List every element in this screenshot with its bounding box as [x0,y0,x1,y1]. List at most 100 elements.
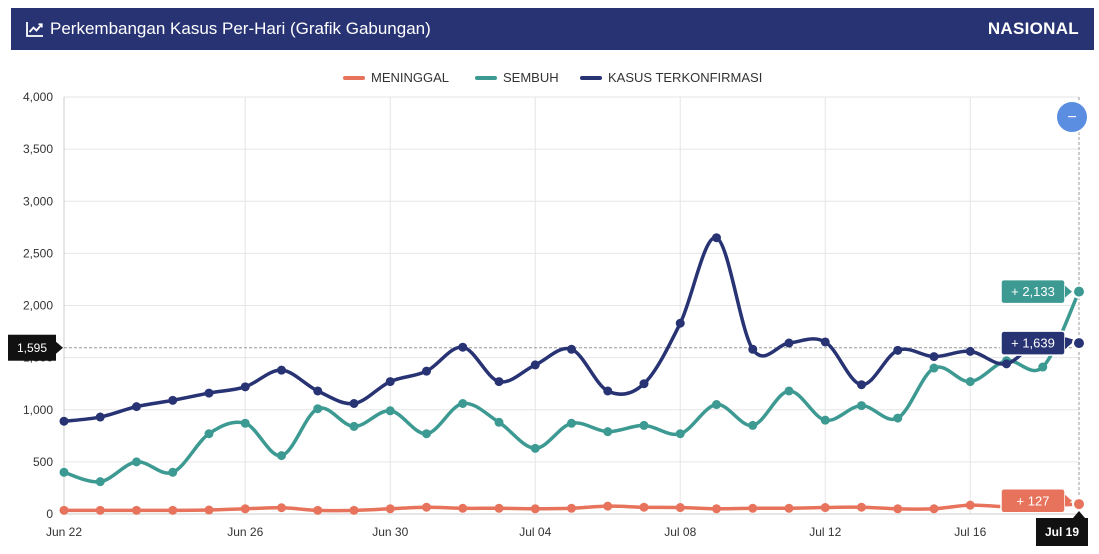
data-point-sembuh[interactable] [422,429,431,439]
data-point-meninggal[interactable] [422,502,431,512]
data-point-sembuh[interactable] [893,413,903,423]
data-point-meninggal[interactable] [204,505,214,515]
y-tick-label: 3,000 [23,194,53,208]
data-point-kasus-terkonfirmasi[interactable] [313,386,323,396]
data-point-kasus-terkonfirmasi[interactable] [168,395,178,405]
data-point-kasus-terkonfirmasi[interactable] [893,345,903,355]
data-point-kasus-terkonfirmasi[interactable] [820,337,830,347]
data-point-sembuh[interactable] [240,418,250,428]
data-point-kasus-terkonfirmasi[interactable] [132,402,141,412]
data-point-sembuh[interactable] [712,400,721,410]
data-point-sembuh[interactable] [603,427,613,437]
data-point-kasus-terkonfirmasi[interactable] [494,377,504,387]
data-point-sembuh[interactable] [567,418,576,428]
y-tick-label: 2,000 [23,299,53,313]
data-point-kasus-terkonfirmasi[interactable] [204,388,214,398]
data-point-sembuh[interactable] [277,451,286,461]
data-point-meninggal[interactable] [965,500,975,510]
data-point-kasus-terkonfirmasi[interactable] [458,342,468,352]
data-point-kasus-terkonfirmasi[interactable] [929,352,939,362]
zoom-out-icon: − [1067,109,1076,126]
data-point-meninggal[interactable] [639,502,649,512]
data-point-meninggal[interactable] [95,505,105,515]
data-point-kasus-terkonfirmasi[interactable] [965,346,975,356]
data-point-meninggal[interactable] [494,503,504,513]
data-point-kasus-terkonfirmasi[interactable] [240,382,250,392]
data-point-meninggal[interactable] [385,504,395,514]
data-point-sembuh[interactable] [95,477,105,487]
data-point-sembuh[interactable] [132,457,141,467]
data-point-meninggal[interactable] [277,503,286,513]
data-point-meninggal[interactable] [168,505,178,515]
data-point-meninggal[interactable] [59,505,69,515]
data-point-sembuh[interactable] [313,404,323,414]
data-point-meninggal[interactable] [240,504,250,514]
x-tick-label: Jul 04 [519,525,551,539]
x-tick-label: Jun 22 [46,525,82,539]
data-point-meninggal[interactable] [603,501,613,511]
data-point-kasus-terkonfirmasi[interactable] [748,344,758,354]
data-point-meninggal[interactable] [748,503,758,513]
data-point-meninggal[interactable] [567,503,576,513]
x-tick-label: Jul 16 [954,525,986,539]
data-point-kasus-terkonfirmasi[interactable] [567,344,576,354]
data-point-sembuh[interactable] [494,417,504,427]
data-point-sembuh[interactable] [1038,362,1048,372]
data-point-meninggal[interactable] [1072,497,1086,512]
data-point-sembuh[interactable] [748,420,758,430]
data-point-meninggal[interactable] [820,503,830,513]
data-point-sembuh[interactable] [929,363,939,373]
data-point-kasus-terkonfirmasi[interactable] [1002,359,1011,369]
data-point-kasus-terkonfirmasi[interactable] [349,398,359,408]
data-point-kasus-terkonfirmasi[interactable] [1072,336,1086,351]
tooltip-pointer-kasus-terkonfirmasi [1065,337,1072,350]
data-point-kasus-terkonfirmasi[interactable] [603,386,613,396]
data-point-sembuh[interactable] [59,467,69,477]
data-point-sembuh[interactable] [385,406,395,416]
x-tick-label: Jun 30 [372,525,408,539]
zoom-out-button[interactable] [1055,100,1089,134]
data-point-sembuh[interactable] [820,415,830,425]
data-point-sembuh[interactable] [784,386,794,396]
data-point-kasus-terkonfirmasi[interactable] [422,366,431,376]
data-point-sembuh[interactable] [639,420,649,430]
data-point-meninggal[interactable] [929,504,939,514]
series-line-kasus-terkonfirmasi[interactable] [63,235,1080,423]
data-point-sembuh[interactable] [349,421,359,431]
data-point-meninggal[interactable] [857,502,866,512]
crosshair-date-label: Jul 19 [1045,525,1079,539]
data-point-kasus-terkonfirmasi[interactable] [277,365,286,375]
data-point-meninggal[interactable] [784,503,794,513]
legend-label-sembuh: SEMBUH [503,70,559,85]
data-point-meninggal[interactable] [349,505,359,515]
data-point-kasus-terkonfirmasi[interactable] [675,318,685,328]
data-point-kasus-terkonfirmasi[interactable] [59,416,69,426]
data-point-meninggal[interactable] [530,504,540,514]
data-point-sembuh[interactable] [530,443,540,453]
crosshair-date-box [1036,518,1088,546]
data-point-kasus-terkonfirmasi[interactable] [857,380,866,390]
data-point-sembuh[interactable] [857,401,866,411]
data-point-sembuh[interactable] [1072,284,1086,299]
data-point-meninggal[interactable] [893,504,903,514]
data-point-kasus-terkonfirmasi[interactable] [784,338,794,348]
data-point-kasus-terkonfirmasi[interactable] [712,233,721,243]
data-point-meninggal[interactable] [313,505,323,515]
data-point-meninggal[interactable] [712,504,721,514]
data-point-kasus-terkonfirmasi[interactable] [385,377,395,387]
data-point-sembuh[interactable] [458,398,468,408]
data-point-meninggal[interactable] [675,503,685,513]
data-point-sembuh[interactable] [965,377,975,387]
data-point-kasus-terkonfirmasi[interactable] [95,412,105,422]
data-point-meninggal[interactable] [458,503,468,513]
series-line-sembuh[interactable] [63,290,1081,484]
data-point-sembuh[interactable] [204,429,214,439]
data-point-sembuh[interactable] [675,429,685,439]
y-tick-label: 1,000 [23,403,53,417]
data-point-sembuh[interactable] [168,467,178,477]
data-point-kasus-terkonfirmasi[interactable] [639,379,649,389]
line-chart-icon [26,22,43,37]
data-point-kasus-terkonfirmasi[interactable] [530,360,540,370]
data-point-meninggal[interactable] [132,505,141,515]
